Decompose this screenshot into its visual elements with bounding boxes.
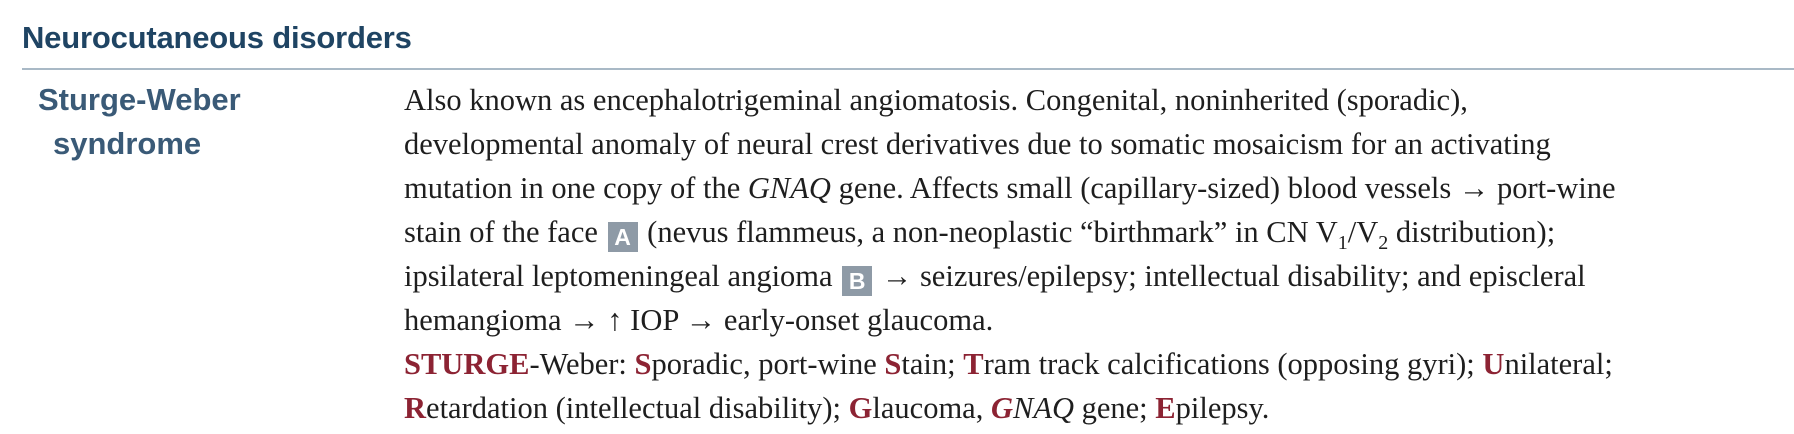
desc-line-4: stain of the face A (nevus flammeus, a n… <box>404 215 1556 254</box>
desc-line-3: mutation in one copy of the GNAQ gene. A… <box>404 171 1616 205</box>
gene-name: GNAQ <box>747 171 831 205</box>
desc-line-6: hemangioma → ↑ IOP → early-onset glaucom… <box>404 303 994 337</box>
section-divider <box>22 68 1794 70</box>
desc-line-5: ipsilateral leptomeningeal angioma B → s… <box>404 259 1586 296</box>
desc-line-2: developmental anomaly of neural crest de… <box>404 127 1551 161</box>
mnemonic-line-1: STURGE-Weber: Sporadic, port-wine Stain;… <box>404 347 1613 381</box>
description: Also known as encephalotrigeminal angiom… <box>404 78 1789 430</box>
term-label: Sturge-Weber syndrome <box>38 78 368 166</box>
section-title: Neurocutaneous disorders <box>22 20 412 55</box>
mnemonic-line-2: Retardation (intellectual disability); G… <box>404 391 1270 425</box>
figure-ref-a-badge[interactable]: A <box>607 222 638 252</box>
description-paragraph: Also known as encephalotrigeminal angiom… <box>404 78 1789 342</box>
term-line-2: syndrome <box>53 126 202 161</box>
mnemonic-paragraph: STURGE-Weber: Sporadic, port-wine Stain;… <box>404 342 1789 430</box>
mnemonic-word: STURGE <box>404 347 530 381</box>
desc-line-1: Also known as encephalotrigeminal angiom… <box>404 83 1468 117</box>
figure-ref-b-badge[interactable]: B <box>842 266 873 296</box>
term-line-1: Sturge-Weber <box>38 82 241 117</box>
